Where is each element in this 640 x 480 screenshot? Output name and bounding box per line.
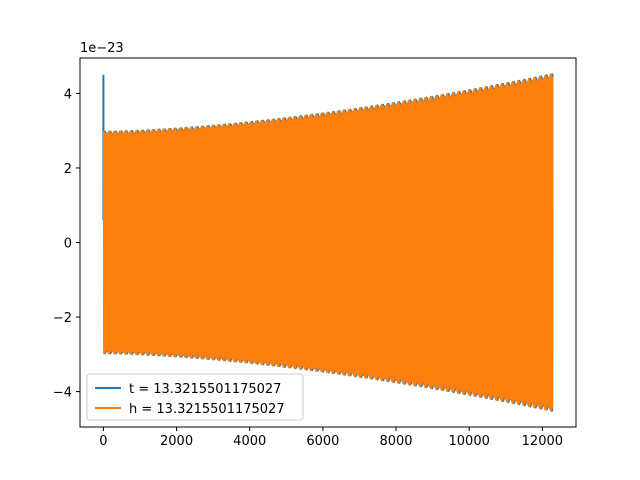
x-tick-label: 10000 <box>449 434 490 449</box>
series-layer <box>102 73 554 412</box>
x-tick-label: 12000 <box>522 434 563 449</box>
legend-box <box>86 373 304 421</box>
y-axis: −4 −2 0 2 4 <box>53 87 80 401</box>
y-tick-label: −2 <box>53 311 72 326</box>
y-tick-label: −4 <box>53 386 72 401</box>
x-tick-label: 6000 <box>306 434 339 449</box>
legend: t = 13.3215501175027 h = 13.3215501175027 <box>86 373 304 421</box>
series-1 <box>102 73 554 412</box>
legend-label: h = 13.3215501175027 <box>129 402 285 417</box>
x-tick-label: 8000 <box>379 434 412 449</box>
x-tick-label: 4000 <box>233 434 266 449</box>
x-tick-label: 0 <box>99 434 107 449</box>
y-tick-label: 2 <box>64 162 72 177</box>
series-line <box>102 73 554 412</box>
y-tick-label: 0 <box>64 237 72 252</box>
x-axis: 0 2000 4000 6000 8000 10000 12000 <box>99 427 563 449</box>
y-tick-label: 4 <box>64 87 72 102</box>
legend-label: t = 13.3215501175027 <box>129 382 281 397</box>
x-tick-label: 2000 <box>160 434 193 449</box>
y-offset-label: 1e−23 <box>80 41 124 56</box>
